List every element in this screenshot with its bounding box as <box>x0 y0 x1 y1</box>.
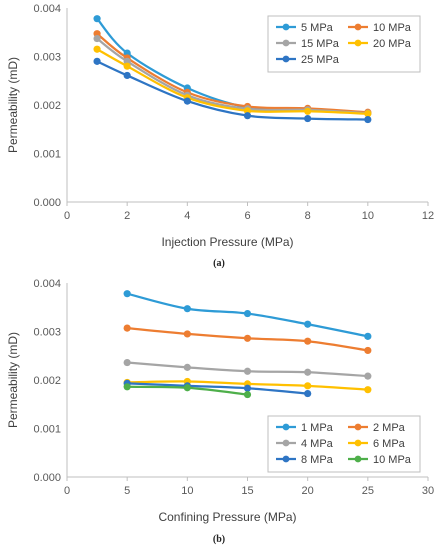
data-point <box>244 112 251 119</box>
data-point <box>244 335 251 342</box>
legend-marker <box>283 456 290 463</box>
data-point <box>304 321 311 328</box>
legend-marker <box>283 40 290 47</box>
x-tick-label: 0 <box>64 485 70 497</box>
x-tick-label: 10 <box>362 210 374 222</box>
legend-label: 10 MPa <box>373 454 412 466</box>
legend-label: 25 MPa <box>301 54 340 66</box>
y-tick-label: 0.002 <box>33 375 61 387</box>
x-axis-title: Confining Pressure (MPa) <box>158 510 296 524</box>
legend-marker <box>355 424 362 431</box>
y-axis-title: Permeability (mD) <box>6 332 20 428</box>
data-point <box>184 384 191 391</box>
y-tick-label: 0.000 <box>33 197 61 209</box>
x-tick-label: 12 <box>422 210 434 222</box>
legend-label: 2 MPa <box>373 422 406 434</box>
x-tick-label: 5 <box>124 485 130 497</box>
y-tick-label: 0.002 <box>33 100 61 112</box>
x-tick-label: 30 <box>422 485 434 497</box>
legend-label: 5 MPa <box>301 22 334 34</box>
data-point <box>304 382 311 389</box>
data-point <box>124 290 131 297</box>
data-point <box>184 98 191 105</box>
data-point <box>304 115 311 122</box>
x-tick-label: 20 <box>302 485 314 497</box>
figure-caption: (a) <box>213 258 225 269</box>
data-point <box>184 305 191 312</box>
legend-label: 15 MPa <box>301 38 340 50</box>
x-tick-label: 6 <box>244 210 250 222</box>
x-tick-label: 0 <box>64 210 70 222</box>
legend-label: 4 MPa <box>301 438 334 450</box>
x-tick-label: 25 <box>362 485 374 497</box>
x-tick-label: 8 <box>305 210 311 222</box>
data-point <box>124 359 131 366</box>
data-point <box>93 58 100 65</box>
legend-marker <box>355 24 362 31</box>
data-point <box>364 116 371 123</box>
chart-a-injection-pressure: 0.000 0.001 0.002 0.003 0.004 0 2 4 6 8 10 12 Inject… <box>6 3 434 269</box>
data-point <box>93 15 100 22</box>
data-point <box>304 369 311 376</box>
legend-marker <box>283 24 290 31</box>
x-tick-label: 15 <box>241 485 253 497</box>
y-tick-label: 0.001 <box>33 149 61 161</box>
legend-label: 10 MPa <box>373 22 412 34</box>
figure-caption: (b) <box>213 534 225 545</box>
legend-label: 6 MPa <box>373 438 406 450</box>
legend: 5 MPa 10 MPa 15 MPa 20 MPa 25 MPa <box>268 16 420 72</box>
y-tick-label: 0.000 <box>33 472 61 484</box>
data-point <box>304 338 311 345</box>
legend-label: 8 MPa <box>301 454 334 466</box>
y-tick-label: 0.003 <box>33 327 61 339</box>
y-tick-label: 0.003 <box>33 52 61 64</box>
legend-marker <box>283 440 290 447</box>
data-point <box>93 46 100 53</box>
data-point <box>244 391 251 398</box>
data-point <box>244 368 251 375</box>
x-tick-label: 4 <box>184 210 190 222</box>
data-point <box>244 310 251 317</box>
data-point <box>304 390 311 397</box>
data-point <box>124 63 131 70</box>
chart-b-confining-pressure: 0.000 0.001 0.002 0.003 0.004 0 5 10 15 20 25 30 Con… <box>6 278 434 545</box>
x-tick-label: 2 <box>124 210 130 222</box>
data-point <box>364 373 371 380</box>
legend: 1 MPa 2 MPa 4 MPa 6 MPa 8 MPa 10 MPa <box>268 416 420 472</box>
x-tick-label: 10 <box>181 485 193 497</box>
y-axis-title: Permeability (mD) <box>6 57 20 153</box>
data-point <box>184 330 191 337</box>
legend-marker <box>283 424 290 431</box>
data-point <box>124 383 131 390</box>
y-tick-label: 0.004 <box>33 278 61 290</box>
legend-marker <box>355 440 362 447</box>
data-point <box>364 333 371 340</box>
data-point <box>244 385 251 392</box>
series-4-mpa <box>124 359 372 380</box>
data-point <box>364 347 371 354</box>
legend-marker <box>355 456 362 463</box>
legend-marker <box>355 40 362 47</box>
data-point <box>184 364 191 371</box>
data-point <box>124 325 131 332</box>
data-point <box>124 72 131 79</box>
x-axis-title: Injection Pressure (MPa) <box>161 235 293 249</box>
y-tick-label: 0.001 <box>33 424 61 436</box>
series-10-mpa <box>124 383 252 398</box>
y-tick-label: 0.004 <box>33 3 61 15</box>
legend-label: 20 MPa <box>373 38 412 50</box>
data-point <box>93 35 100 42</box>
legend-marker <box>283 56 290 63</box>
data-point <box>304 108 311 115</box>
legend-label: 1 MPa <box>301 422 334 434</box>
data-point <box>364 386 371 393</box>
